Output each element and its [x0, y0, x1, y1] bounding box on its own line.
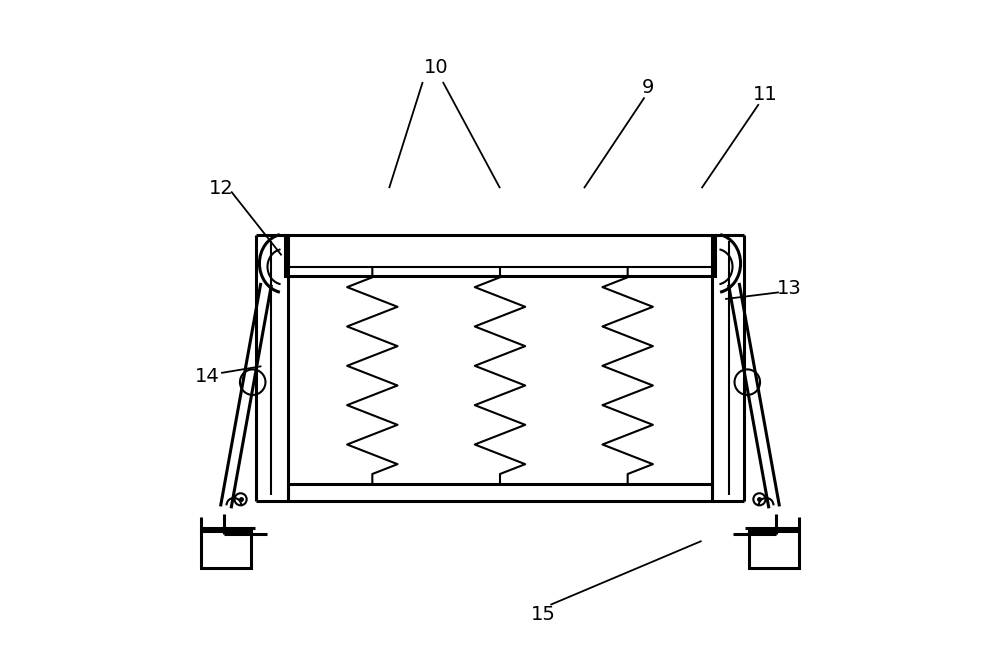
Text: 13: 13 [777, 280, 801, 298]
Text: 10: 10 [424, 58, 448, 77]
Bar [285, 235, 715, 276]
Text: 9: 9 [642, 78, 654, 97]
Bar [749, 531, 799, 568]
Bar [288, 484, 712, 501]
Bar [201, 531, 251, 568]
Text: 15: 15 [531, 605, 556, 624]
Text: 12: 12 [209, 179, 233, 198]
Text: 11: 11 [753, 85, 778, 103]
Text: 14: 14 [195, 367, 220, 386]
